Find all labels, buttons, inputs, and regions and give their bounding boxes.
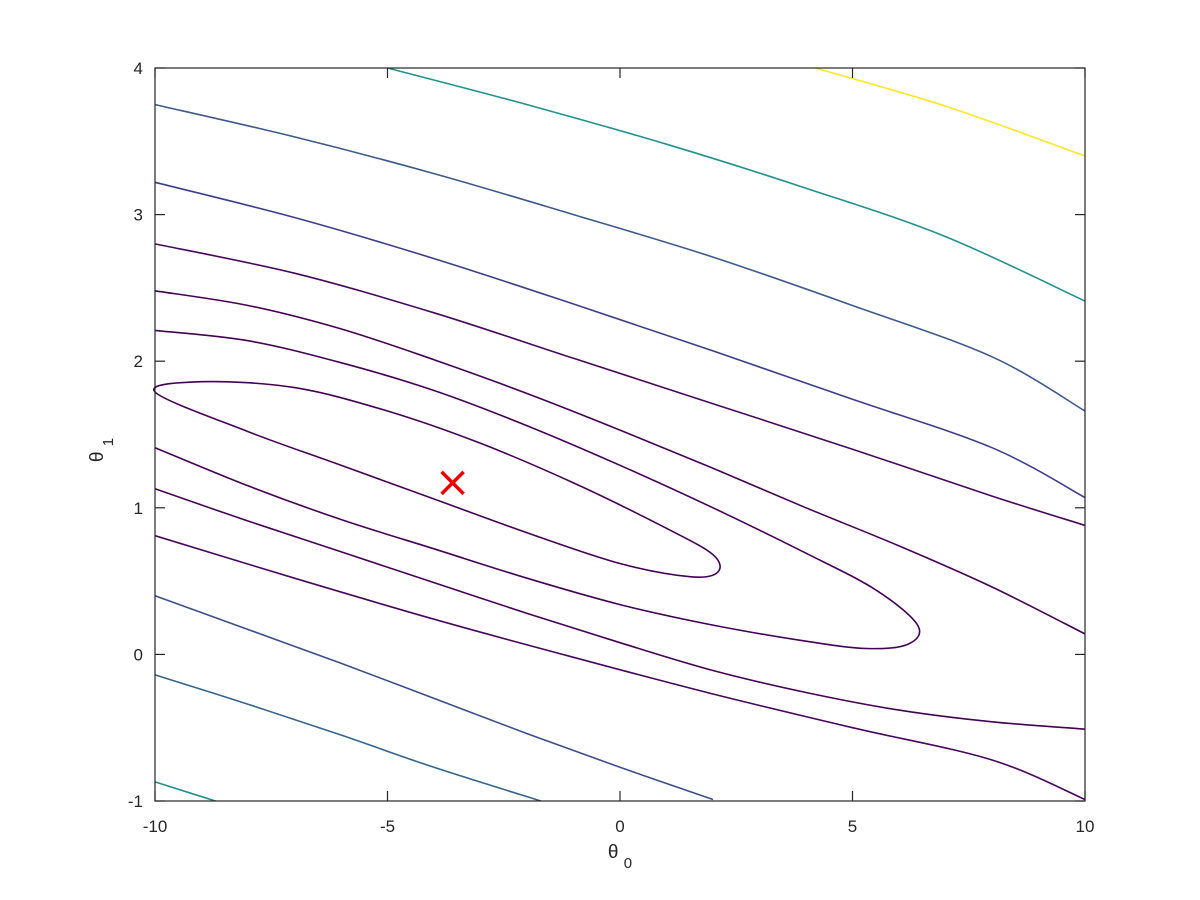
x-axis-label: θ 0	[608, 842, 632, 872]
x-axis-label-subscript: 0	[624, 855, 632, 872]
contour-line-7	[154, 595, 714, 801]
contour-line-0	[153, 380, 721, 578]
y-axis-label-symbol: θ	[87, 452, 108, 463]
y-tick-label-3: 2	[134, 352, 143, 371]
contour-line-8	[154, 103, 1086, 412]
marker-layer	[440, 470, 465, 496]
x-tick-label-0: -10	[143, 817, 168, 836]
contour-line-11	[154, 781, 216, 802]
contour-layer	[153, 67, 1086, 802]
y-tick-label-5: 4	[134, 59, 143, 78]
y-tick-label-2: 1	[134, 499, 143, 518]
y-tick-label-4: 3	[134, 206, 143, 225]
y-axis-label-subscript: 1	[100, 438, 117, 446]
contour-line-3	[154, 487, 1086, 730]
contour-line-6	[154, 181, 1086, 499]
contour-line-2	[154, 290, 1086, 635]
x-tick-label-1: -5	[380, 817, 395, 836]
x-tick-label-3: 5	[848, 817, 857, 836]
y-tick-label-0: -1	[128, 792, 143, 811]
y-tick-label-1: 0	[134, 645, 143, 664]
contour-line-5	[154, 534, 1086, 801]
contour-line-12	[815, 67, 1086, 157]
contour-line-10	[387, 67, 1086, 302]
minimum-marker	[440, 470, 465, 496]
minimum-marker-stroke-1	[440, 470, 465, 496]
contour-line-9	[154, 674, 542, 802]
x-tick-label-2: 0	[615, 817, 624, 836]
contour-line-4	[154, 243, 1086, 527]
x-tick-label-4: 10	[1076, 817, 1095, 836]
contour-line-1	[154, 329, 921, 650]
x-axis-label-symbol: θ	[608, 842, 619, 863]
y-axis-label: θ 1	[87, 438, 117, 462]
